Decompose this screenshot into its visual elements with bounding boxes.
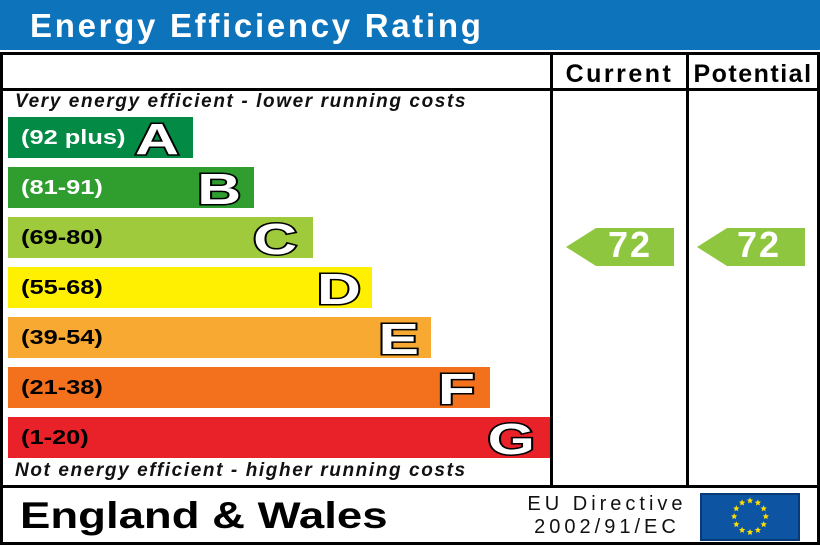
svg-text:E: E (378, 315, 419, 364)
svg-text:72: 72 (737, 224, 781, 265)
svg-text:C: C (253, 215, 297, 264)
svg-text:72: 72 (608, 224, 652, 265)
svg-text:A: A (135, 115, 179, 164)
svg-text:F: F (438, 365, 475, 414)
svg-text:D: D (317, 265, 361, 314)
svg-text:B: B (197, 165, 241, 214)
svg-text:G: G (488, 415, 535, 464)
